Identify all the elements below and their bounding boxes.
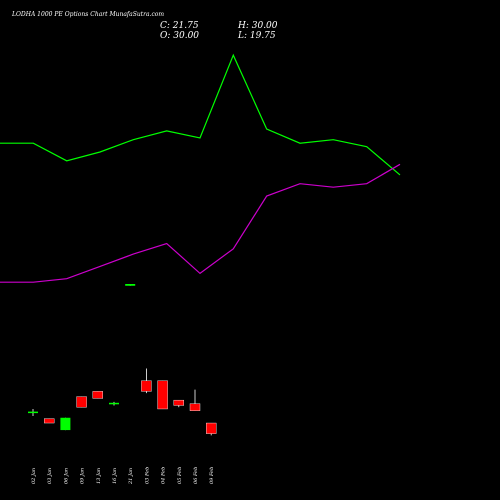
x-axis-ticks: 02 Jan 03 Jan 06 Jan 09 Jan 13 Jan 16 Jan 21 J… (31, 467, 215, 485)
x-tick-label: 16 Jan (112, 468, 118, 484)
candle-13-jan (92, 391, 104, 399)
candle-05-feb (173, 399, 185, 408)
x-tick-label: 06 Feb (193, 467, 199, 484)
overlay-line-2 (0, 163, 401, 283)
x-tick-label: 21 Jan (128, 468, 134, 485)
candle-21-jan (125, 284, 136, 286)
x-tick-label: 05 Feb (177, 467, 183, 484)
candle-body (44, 418, 55, 424)
candle-body (76, 396, 87, 408)
candle-body (109, 402, 119, 405)
ohlc-high: H: 30.00 (237, 21, 278, 31)
candle-02-jan (28, 408, 38, 416)
overlay-lines (0, 53, 401, 283)
ohlc-low: L: 19.75 (237, 31, 276, 41)
candle-03-feb (141, 368, 152, 394)
candle-body (92, 391, 104, 399)
x-tick-label: 03 Jan (47, 468, 53, 484)
candle-body (28, 411, 38, 414)
candle-body (157, 380, 168, 410)
ohlc-open: O: 30.00 (160, 31, 199, 41)
chart-title: LODHA 1000 PE Options Chart MunafaSutra.… (11, 11, 164, 18)
ohlc-close: C: 21.75 (160, 21, 199, 31)
candle-body (125, 284, 136, 286)
overlay-line-1 (0, 53, 401, 176)
x-tick-label: 02 Jan (31, 468, 37, 484)
candle-09-jan (76, 396, 87, 408)
x-tick-label: 09 Jan (80, 468, 86, 484)
x-tick-label: 13 Jan (96, 468, 102, 484)
candle-body (60, 417, 71, 431)
candle-06-jan (60, 417, 71, 431)
candle-09-feb (205, 422, 217, 436)
x-tick-label: 09 Feb (209, 467, 215, 484)
x-tick-label: 03 Feb (144, 467, 150, 484)
x-tick-label: 06 Jan (63, 468, 69, 484)
candle-03-jan (44, 418, 55, 424)
candle-body (205, 422, 217, 434)
candle-06-feb (189, 389, 201, 411)
candle-body (189, 403, 201, 411)
candles (28, 284, 217, 436)
candle-04-feb (157, 380, 168, 410)
x-tick-label: 04 Feb (161, 467, 167, 484)
candle-body (173, 399, 185, 406)
candle-body (141, 380, 152, 392)
candle-16-jan (109, 401, 119, 406)
